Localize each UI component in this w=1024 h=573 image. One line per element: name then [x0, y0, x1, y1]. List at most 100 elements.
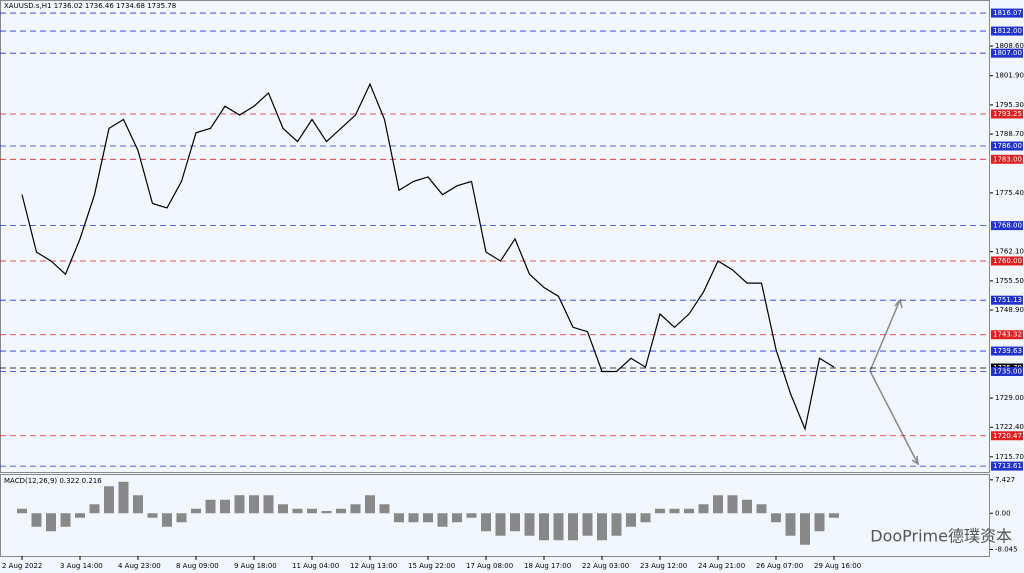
macd-bar [669, 508, 680, 514]
macd-bar [684, 508, 694, 514]
level-label: 1735.00 [993, 368, 1022, 376]
macd-bar [800, 513, 810, 545]
x-tick-label: 23 Aug 12:00 [640, 562, 687, 570]
level-box [991, 154, 1023, 164]
macd-bar [336, 508, 346, 514]
macd-bar [394, 513, 404, 523]
level-box [991, 431, 1023, 441]
y-tick-label: 1748.90 [995, 306, 1024, 314]
macd-bar [205, 499, 216, 514]
macd-bar [814, 513, 825, 532]
macd-bar [46, 513, 56, 532]
macd-bar [626, 513, 636, 527]
macd-bar [582, 513, 593, 536]
macd-bar [611, 513, 622, 536]
price-panel [0, 0, 990, 473]
y-tick-label: 1795.30 [995, 101, 1024, 109]
x-tick-label: 9 Aug 18:00 [234, 562, 277, 570]
x-tick-label: 4 Aug 23:00 [118, 562, 161, 570]
x-tick-label: 3 Aug 14:00 [60, 562, 103, 570]
level-label: 1760.00 [993, 257, 1022, 265]
macd-bar [510, 513, 520, 532]
macd-bar [785, 513, 796, 536]
macd-bar [597, 513, 607, 541]
price-line [21, 82, 835, 432]
macd-bar [756, 504, 767, 514]
level-label: 1720.47 [993, 432, 1022, 440]
level-label: 1768.00 [993, 222, 1022, 230]
macd-title: MACD(12,26,9) 0.322 0.216 [4, 477, 102, 485]
y-tick-label: -8.045 [995, 545, 1018, 553]
macd-bar [423, 513, 433, 523]
macd-bar [133, 495, 143, 514]
macd-panel [0, 474, 990, 557]
macd-bar [75, 513, 85, 518]
macd-bar [524, 513, 535, 536]
level-box [991, 256, 1023, 266]
watermark: DooPrime德璞资本 [870, 527, 1012, 546]
level-label: 1783.00 [993, 155, 1022, 163]
macd-bar [713, 495, 723, 514]
level-box [991, 330, 1023, 340]
level-label: 1793.25 [993, 110, 1022, 118]
x-tick-label: 12 Aug 13:00 [350, 562, 397, 570]
macd-bar [655, 508, 665, 514]
level-box [991, 367, 1023, 377]
macd-bar [104, 486, 114, 514]
macd-bar [452, 513, 462, 523]
macd-bar [829, 513, 839, 518]
y-tick-label: 1762.10 [995, 248, 1024, 256]
x-tick-label: 2 Aug 2022 [2, 562, 42, 570]
macd-bar [321, 511, 332, 514]
x-tick-label: 29 Aug 16:00 [814, 562, 861, 570]
x-tick-label: 11 Aug 04:00 [292, 562, 339, 570]
macd-bar [191, 508, 201, 514]
macd-bar [31, 513, 42, 527]
x-tick-label: 8 Aug 09:00 [176, 562, 219, 570]
y-tick-label: 1715.70 [995, 453, 1024, 461]
y-tick-label: 0.00 [995, 509, 1011, 517]
macd-bar [539, 513, 549, 541]
macd-bar [437, 513, 448, 527]
macd-bar [495, 513, 506, 536]
y-tick-label: 1755.50 [995, 277, 1024, 285]
macd-bar [176, 513, 187, 523]
y-tick-label: 1808.60 [995, 42, 1024, 50]
macd-bar [379, 504, 390, 514]
macd-bar [466, 513, 477, 518]
macd-bar [771, 513, 781, 523]
macd-bar [365, 495, 375, 514]
y-tick-label: 1722.40 [995, 423, 1024, 431]
x-tick-label: 22 Aug 03:00 [582, 562, 629, 570]
x-tick-label: 17 Aug 08:00 [466, 562, 513, 570]
macd-bar [640, 513, 651, 523]
macd-bar [89, 504, 100, 514]
level-box [991, 109, 1023, 119]
macd-bar [147, 513, 158, 518]
x-tick-label: 18 Aug 17:00 [524, 562, 571, 570]
macd-bar [292, 508, 303, 514]
macd-bar [727, 495, 738, 514]
level-box [991, 295, 1023, 305]
level-label: 1786.00 [993, 142, 1022, 150]
level-box [991, 26, 1023, 36]
y-tick-label: 1729.00 [995, 394, 1024, 402]
macd-bar [481, 513, 491, 532]
macd-bar [220, 499, 230, 514]
macd-bar [162, 513, 172, 527]
macd-bar [118, 481, 129, 514]
x-tick-label: 15 Aug 22:00 [408, 562, 455, 570]
x-tick-label: 24 Aug 21:00 [698, 562, 745, 570]
macd-bar [553, 513, 564, 541]
y-tick-label: 1801.90 [995, 72, 1024, 80]
level-label: 1812.00 [993, 27, 1022, 35]
level-label: 1751.13 [993, 296, 1022, 304]
level-label: 1743.32 [993, 331, 1022, 339]
level-box [991, 8, 1023, 18]
level-box [991, 48, 1023, 58]
macd-bar [234, 495, 245, 514]
macd-bar [698, 504, 709, 514]
macd-bar [249, 495, 259, 514]
